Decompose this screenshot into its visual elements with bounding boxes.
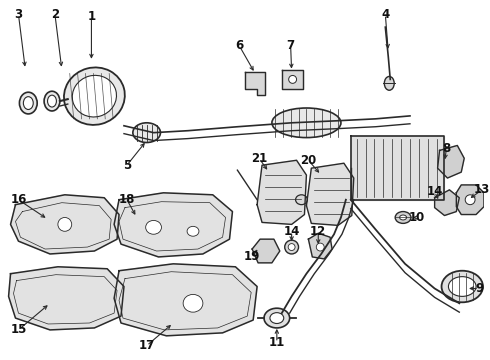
Polygon shape (11, 195, 119, 254)
Polygon shape (9, 267, 124, 330)
Text: 1: 1 (87, 10, 96, 23)
Ellipse shape (264, 308, 290, 328)
Ellipse shape (395, 212, 411, 224)
Ellipse shape (316, 243, 324, 251)
Text: 14: 14 (426, 185, 443, 198)
Ellipse shape (400, 215, 407, 220)
Text: 5: 5 (123, 159, 131, 172)
Text: 10: 10 (409, 211, 425, 224)
Text: 18: 18 (119, 193, 135, 206)
Polygon shape (114, 193, 232, 257)
Text: 8: 8 (442, 142, 451, 155)
Ellipse shape (465, 195, 475, 204)
Ellipse shape (288, 244, 295, 251)
Text: 6: 6 (235, 39, 244, 52)
Polygon shape (252, 239, 280, 263)
Ellipse shape (441, 271, 483, 302)
Polygon shape (456, 185, 484, 215)
Ellipse shape (289, 76, 296, 84)
Text: 21: 21 (251, 152, 267, 165)
Polygon shape (257, 160, 306, 224)
Text: 19: 19 (244, 251, 260, 264)
Text: 16: 16 (10, 193, 26, 206)
Text: 11: 11 (269, 336, 285, 349)
Text: 13: 13 (474, 183, 490, 196)
Polygon shape (438, 145, 464, 178)
Ellipse shape (24, 97, 33, 109)
Ellipse shape (183, 294, 203, 312)
Text: 17: 17 (139, 339, 155, 352)
Ellipse shape (20, 92, 37, 114)
Text: 15: 15 (10, 323, 26, 336)
Ellipse shape (44, 91, 60, 111)
Ellipse shape (270, 312, 284, 324)
Ellipse shape (133, 123, 160, 143)
Ellipse shape (272, 108, 341, 138)
Ellipse shape (48, 95, 56, 107)
Ellipse shape (64, 67, 125, 125)
Ellipse shape (58, 217, 72, 231)
Text: 20: 20 (300, 154, 317, 167)
Text: 14: 14 (283, 225, 300, 238)
Ellipse shape (146, 220, 161, 234)
Ellipse shape (448, 276, 476, 296)
Text: 9: 9 (475, 282, 483, 295)
Polygon shape (308, 233, 332, 259)
Ellipse shape (285, 240, 298, 254)
Text: 2: 2 (51, 8, 59, 21)
Ellipse shape (384, 76, 394, 90)
Text: 4: 4 (381, 8, 390, 21)
Polygon shape (435, 190, 459, 216)
Text: 12: 12 (310, 225, 326, 238)
Ellipse shape (187, 226, 199, 236)
Polygon shape (245, 72, 265, 95)
Text: 7: 7 (287, 39, 294, 52)
Ellipse shape (295, 195, 307, 204)
Polygon shape (351, 136, 444, 200)
Text: 3: 3 (14, 8, 23, 21)
Ellipse shape (73, 75, 117, 117)
Polygon shape (114, 264, 257, 336)
Polygon shape (282, 69, 303, 89)
Polygon shape (306, 163, 354, 225)
